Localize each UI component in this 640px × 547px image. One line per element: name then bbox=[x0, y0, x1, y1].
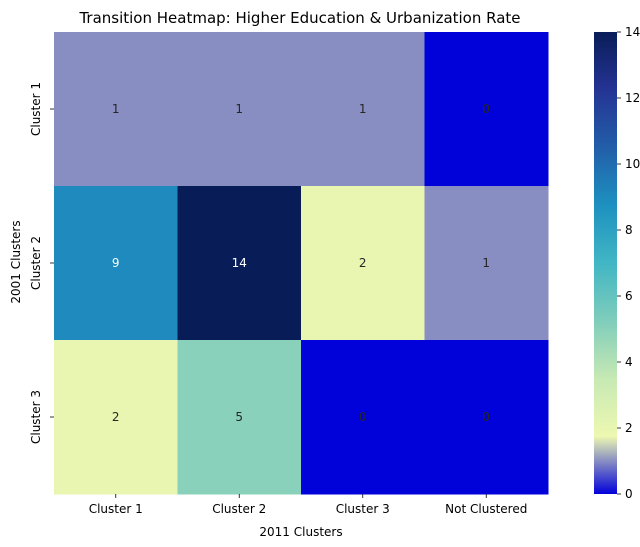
heatmap-cell bbox=[54, 186, 178, 341]
heatmap-cell bbox=[301, 340, 425, 495]
cell-value-label: 14 bbox=[232, 256, 247, 270]
colorbar-gradient bbox=[594, 32, 617, 494]
cell-value-label: 0 bbox=[482, 410, 490, 424]
colorbar-tick-label: 4 bbox=[625, 355, 633, 369]
heatmap-cell bbox=[424, 186, 549, 341]
x-axis-label: 2011 Clusters bbox=[259, 525, 342, 539]
cell-value-label: 0 bbox=[359, 410, 367, 424]
cell-value-label: 1 bbox=[482, 256, 490, 270]
heatmap-cell bbox=[177, 340, 302, 495]
heatmap-cell bbox=[301, 32, 425, 187]
cell-value-label: 1 bbox=[235, 102, 243, 116]
cell-value-label: 2 bbox=[112, 410, 120, 424]
colorbar-tick-label: 0 bbox=[625, 487, 633, 501]
heatmap-cell bbox=[54, 32, 178, 187]
heatmap-cell bbox=[54, 340, 178, 495]
y-tick-label: Cluster 3 bbox=[29, 390, 43, 444]
x-tick-label: Not Clustered bbox=[445, 502, 527, 516]
heatmap-cell bbox=[301, 186, 425, 341]
cell-value-label: 5 bbox=[235, 410, 243, 424]
colorbar-tick-label: 6 bbox=[625, 289, 633, 303]
cell-value-label: 9 bbox=[112, 256, 120, 270]
heatmap-cells: 1 1 1 0 9 14 2 1 2 5 0 0 bbox=[54, 32, 549, 495]
heatmap-cell bbox=[424, 340, 549, 495]
y-axis-ticks: Cluster 1 Cluster 2 Cluster 3 bbox=[29, 82, 54, 444]
x-axis-ticks: Cluster 1 Cluster 2 Cluster 3 Not Clustered bbox=[89, 494, 527, 516]
x-tick-label: Cluster 2 bbox=[212, 502, 266, 516]
chart-title: Transition Heatmap: Higher Education & U… bbox=[78, 9, 520, 27]
cell-value-label: 2 bbox=[359, 256, 367, 270]
cell-value-label: 1 bbox=[112, 102, 120, 116]
colorbar-tick-label: 2 bbox=[625, 421, 633, 435]
y-tick-label: Cluster 2 bbox=[29, 236, 43, 290]
x-tick-label: Cluster 3 bbox=[336, 502, 390, 516]
heatmap-cell bbox=[177, 186, 302, 341]
y-axis-label: 2001 Clusters bbox=[9, 220, 23, 303]
colorbar: 0 2 4 6 8 10 12 14 bbox=[594, 25, 640, 501]
heatmap-cell bbox=[424, 32, 549, 187]
y-tick-label: Cluster 1 bbox=[29, 82, 43, 136]
colorbar-tick-label: 8 bbox=[625, 223, 633, 237]
cell-value-label: 1 bbox=[359, 102, 367, 116]
colorbar-tick-label: 10 bbox=[625, 157, 640, 171]
colorbar-tick-label: 12 bbox=[625, 91, 640, 105]
x-tick-label: Cluster 1 bbox=[89, 502, 143, 516]
colorbar-tick-label: 14 bbox=[625, 25, 640, 39]
cell-value-label: 0 bbox=[482, 102, 490, 116]
heatmap-cell bbox=[177, 32, 302, 187]
